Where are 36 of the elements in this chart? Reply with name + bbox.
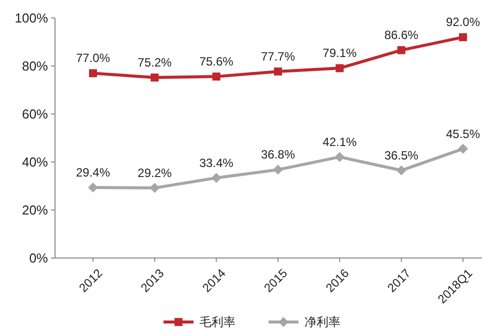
point [459,33,467,42]
data-label: 29.2% [138,166,172,180]
point [397,46,406,54]
data-label: 86.6% [384,28,419,42]
legend-label: 毛利率 [200,315,236,330]
point [89,69,97,78]
point [396,165,406,176]
point [336,64,344,72]
point [334,152,345,162]
legend-label: 净利率 [304,315,340,330]
data-label: 33.4% [199,156,234,170]
data-label: 77.7% [260,50,296,64]
point [458,144,468,154]
data-label: 75.2% [138,56,172,70]
point [88,182,98,192]
point [274,68,282,76]
y-tick-label: 0% [29,250,48,266]
point [150,74,159,82]
data-label: 75.6% [199,54,234,69]
point [212,72,220,81]
y-tick-label: 40% [22,154,48,170]
data-label: 79.1% [322,46,358,60]
point [150,182,160,193]
data-label: 92.0% [446,15,480,30]
data-label: 36.5% [384,148,419,162]
y-tick-label: 60% [22,106,48,122]
data-label: 36.8% [260,148,296,162]
data-label: 77.0% [76,51,110,66]
point [273,164,283,175]
point [211,172,222,183]
y-tick-label: 100% [14,10,48,26]
data-label: 45.5% [446,126,480,141]
data-label: 42.1% [322,134,358,149]
y-tick-label: 80% [22,58,48,74]
y-tick-label: 20% [22,202,48,218]
data-label: 29.4% [76,165,110,180]
